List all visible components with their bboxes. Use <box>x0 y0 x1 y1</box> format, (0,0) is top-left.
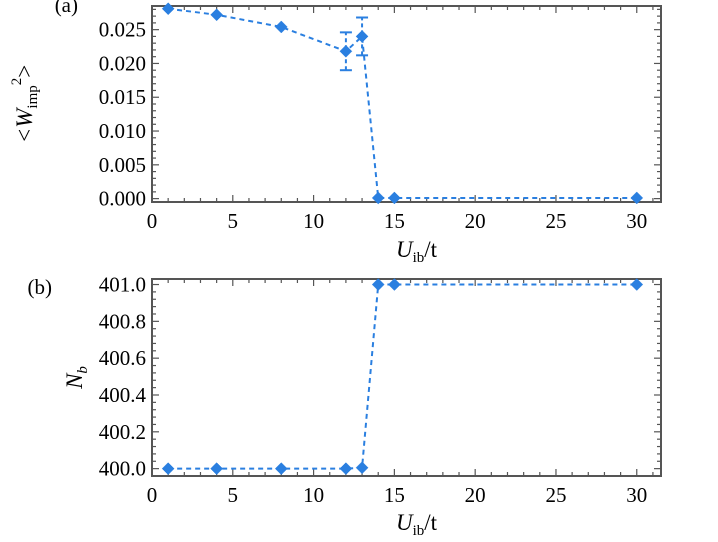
y-tick-label: 0.025 <box>99 18 146 42</box>
data-point <box>388 191 401 205</box>
y-tick-label: 400.4 <box>99 383 147 407</box>
y-tick-label: 401.0 <box>99 273 146 297</box>
y-tick-label: 0.005 <box>99 153 146 177</box>
y-tick-label: 400.8 <box>99 309 146 333</box>
x-axis-label-main: U <box>396 237 414 262</box>
data-point <box>355 30 369 43</box>
data-point <box>371 191 385 205</box>
data-point <box>371 278 385 291</box>
x-tick-label: 15 <box>384 209 405 233</box>
data-point <box>355 461 369 475</box>
x-tick-label: 20 <box>465 209 486 233</box>
y-tick-label: 0.015 <box>99 85 146 109</box>
x-tick-label: 30 <box>626 483 647 507</box>
panel-label: (a) <box>55 0 78 17</box>
y-tick-label: 0.000 <box>99 187 146 211</box>
x-tick-label: 20 <box>465 483 486 507</box>
y-axis-label-sub: b <box>75 366 91 374</box>
y-axis-label: Nb <box>62 366 91 390</box>
x-tick-label: 10 <box>303 209 324 233</box>
x-axis-label-sub: ib <box>413 250 425 266</box>
y-axis-label: <Wimp2> <box>9 65 41 144</box>
y-tick-label: 400.0 <box>99 457 146 481</box>
x-axis-label-main: U <box>396 510 414 535</box>
y-axis-label-main: N <box>62 372 87 390</box>
x-tick-label: 25 <box>545 483 566 507</box>
plot-frame <box>151 278 662 477</box>
x-tick-label: 0 <box>147 483 158 507</box>
data-point <box>210 8 223 22</box>
data-point <box>274 20 288 34</box>
series-line <box>168 7 637 199</box>
panel-label: (b) <box>28 275 53 299</box>
y-axis-label-suffix: > <box>12 65 37 78</box>
series-line <box>168 283 637 470</box>
y-axis-label-sub: imp <box>25 85 41 108</box>
x-tick-label: 15 <box>384 483 405 507</box>
panel-b: 0 5 10 15 20 25 30 400.0 400.2 400.4 400.6 400.8 401… <box>28 273 662 539</box>
y-axis-label-sup: 2 <box>9 78 25 86</box>
plot-frame <box>151 5 662 203</box>
x-tick-label: 30 <box>626 209 647 233</box>
x-axis-label-suffix: /t <box>424 510 437 535</box>
data-point <box>210 462 223 475</box>
data-point <box>339 462 353 475</box>
x-axis-label-sub: ib <box>413 523 425 539</box>
data-point <box>274 462 288 475</box>
x-axis-label: Uib/t <box>396 510 438 539</box>
x-tick-label: 0 <box>147 209 158 233</box>
data-point <box>630 191 644 205</box>
x-tick-label: 10 <box>303 483 324 507</box>
data-point <box>339 44 353 58</box>
x-tick-label: 25 <box>545 209 566 233</box>
data-point <box>161 462 175 475</box>
data-point <box>161 2 175 16</box>
data-point <box>630 278 644 291</box>
panel-a: 0 5 10 15 20 25 30 0.000 0.005 0.010 0.015 0.020 0.0… <box>9 0 662 266</box>
y-tick-label: 400.2 <box>99 420 146 444</box>
x-tick-label: 5 <box>228 483 239 507</box>
y-tick-label: 0.010 <box>99 119 146 143</box>
y-tick-label: 400.6 <box>99 346 146 370</box>
y-axis-label-prefix: <W <box>12 107 37 144</box>
x-axis-label-suffix: /t <box>424 237 437 262</box>
x-axis-label: Uib/t <box>396 237 438 266</box>
x-tick-label: 5 <box>228 209 239 233</box>
y-tick-label: 0.020 <box>99 51 146 75</box>
data-point <box>388 278 401 291</box>
